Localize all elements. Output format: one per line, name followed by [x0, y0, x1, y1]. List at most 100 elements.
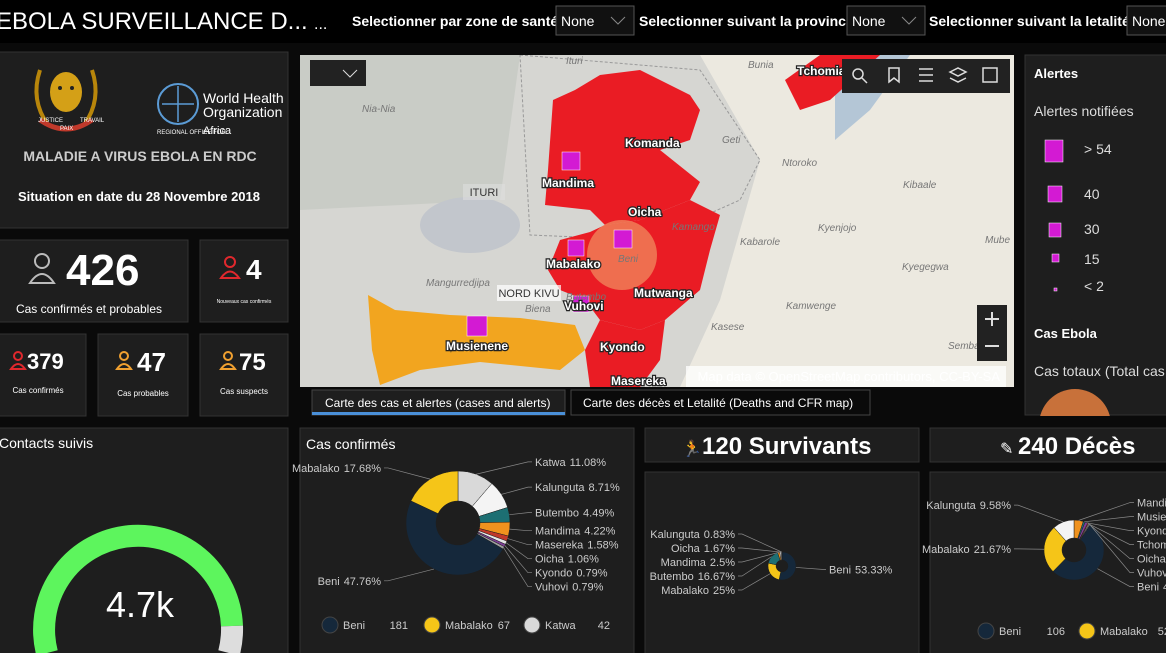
slice-name: Mandima: [661, 557, 707, 569]
who-name: Organization: [203, 104, 282, 120]
place-label: Butembo: [566, 292, 606, 303]
map-tab-inactive[interactable]: [570, 389, 871, 416]
slice-name: Oicha: [535, 554, 565, 566]
slice-name: Kalunguta: [650, 529, 700, 541]
legend-count: 42: [598, 620, 610, 632]
slice-name: Tchomia: [1137, 540, 1166, 552]
indicator-value: 379: [27, 349, 64, 374]
chart-title: 120 Survivants: [702, 433, 871, 460]
slice-value: 53.33%: [855, 564, 893, 576]
zone-label: Tchomia: [797, 64, 846, 78]
leader-line: [738, 552, 779, 563]
leader-line: [738, 547, 781, 553]
place-label: Mangurredjipa: [426, 278, 490, 289]
indicator-panel: [199, 239, 289, 323]
slice-value: 17.68%: [344, 463, 382, 475]
map-tab[interactable]: Carte des décès et Letalité (Deaths and …: [583, 396, 853, 410]
slice-name: Mandima: [1137, 498, 1166, 510]
filter-value[interactable]: None: [561, 13, 595, 29]
survivor-icon: 🏃: [682, 439, 702, 458]
alerts-legend-label: < 2: [1084, 278, 1104, 294]
zone-label: Musienene: [446, 339, 508, 353]
slice-name: Oicha: [1137, 554, 1166, 566]
cases-title: Cas Ebola: [1034, 326, 1098, 341]
death-icon: ✎: [1000, 441, 1013, 458]
motto: TRAVAIL: [80, 118, 105, 124]
leader-line: [1014, 504, 1064, 523]
slice-name: Oicha: [671, 543, 701, 555]
chart-title: Cas confirmés: [306, 436, 395, 452]
map-tab[interactable]: Carte des cas et alertes (cases and aler…: [325, 396, 550, 410]
who-region: REGIONAL OFFICE FOR: [157, 130, 226, 136]
province-label: ITURI: [470, 187, 499, 199]
slice-name: Masereka: [535, 540, 584, 552]
who-name: World Health: [203, 90, 284, 106]
place-label: Kasese: [711, 322, 745, 333]
pie-slice: [1052, 524, 1105, 581]
legend-swatch: [523, 616, 541, 634]
chart-title: 240 Décès: [1018, 433, 1135, 460]
slice-label: Vuhovi 0.79%: [535, 582, 604, 594]
slice-label: Oicha 1.67%: [671, 543, 735, 555]
place-label: Biena: [525, 304, 551, 315]
slice-name: Kyondo: [535, 568, 572, 580]
zone-label: Mabalako: [546, 257, 601, 271]
leader-line: [1097, 568, 1134, 587]
person-icon: [219, 351, 237, 370]
leader-line: [507, 538, 532, 546]
slice-value: 11.08%: [570, 457, 607, 469]
place-label: Kamwenge: [786, 301, 836, 312]
filter-select[interactable]: [1126, 5, 1166, 36]
pie-slice: [781, 551, 783, 561]
slice-value: 1.67%: [704, 543, 735, 555]
slice-label: Kalunguta 0.83%: [650, 529, 735, 541]
leader-line: [505, 542, 532, 560]
indicator-label: Cas suspects: [220, 387, 268, 396]
slice-label: Butembo 16.67%: [650, 571, 736, 583]
indicator-label: Nouveaux cas confirmés: [217, 299, 272, 305]
zoom-icons: [985, 312, 999, 347]
legend-label: Mabalako: [1100, 626, 1148, 638]
slice-name: Vuhovi: [1137, 568, 1166, 580]
zone-shape: [368, 295, 585, 385]
cases-subtitle: Cas totaux (Total cas: [1034, 363, 1165, 379]
filter-value[interactable]: None: [852, 13, 886, 29]
map-tools[interactable]: [852, 67, 998, 84]
indicator-label: Cas confirmés et probables: [16, 302, 162, 316]
legend-swatch: [977, 622, 995, 640]
slice-label: Mandima 2.5%: [661, 557, 736, 569]
indicator-value: 426: [66, 246, 139, 295]
slice-name: Mabalako: [922, 544, 970, 556]
filter-value[interactable]: None: [1132, 13, 1166, 29]
alerts-panel: [1024, 54, 1166, 416]
slice-label: Kalunguta 8.71%: [535, 482, 620, 494]
leader-line: [503, 547, 532, 588]
indicator-panel: [199, 333, 289, 417]
motto: JUSTICE: [38, 118, 63, 124]
slice-value: 1.06%: [568, 554, 599, 566]
alert-markers: [466, 151, 633, 337]
select-tool[interactable]: [310, 60, 366, 86]
pie-slice: [1053, 519, 1075, 542]
chart-panel: [299, 427, 635, 653]
place-label: Kyegegwa: [902, 262, 949, 273]
zone-label: Vuhovi: [564, 299, 604, 313]
pie-slice: [778, 551, 797, 581]
slice-value: 16.67%: [698, 571, 736, 583]
leader-line: [1089, 524, 1134, 573]
alerts-legend-label: > 54: [1084, 141, 1112, 157]
slice-value: 8.71%: [589, 482, 620, 494]
attribution-bg: [686, 366, 1006, 387]
zone-label: Kyondo: [600, 340, 645, 354]
map-water: [420, 197, 520, 253]
more-button[interactable]: ...: [314, 16, 327, 33]
map[interactable]: Tchomia Komanda Mandima Oicha Mabalako Mutwan…: [300, 55, 1014, 388]
situation-date: Situation en date du 28 Novembre 2018: [18, 189, 260, 204]
place-label: Ntoroko: [782, 158, 817, 169]
place-label: Kyenjojo: [818, 223, 857, 234]
zone-label: Komanda: [625, 136, 680, 150]
slice-value: 1.58%: [587, 540, 618, 552]
chart-panel: [644, 471, 920, 653]
legend-swatch: [1078, 622, 1096, 640]
